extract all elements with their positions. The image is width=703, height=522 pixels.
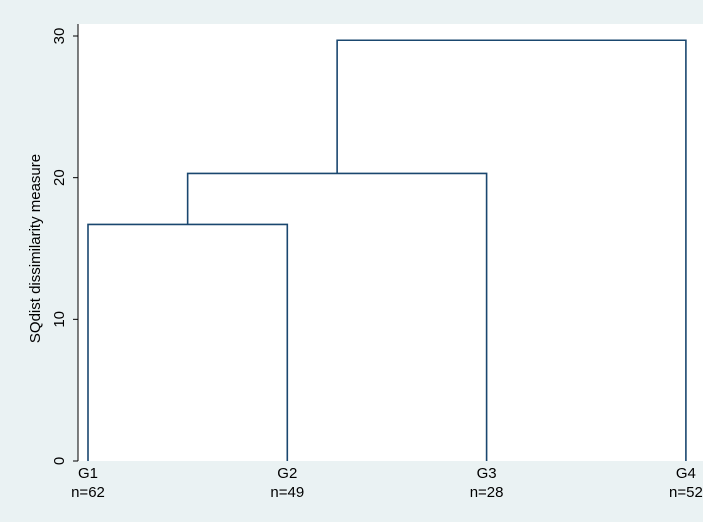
leaf-name-label: G2	[277, 465, 297, 482]
merge-link-1	[87, 223, 289, 461]
leaf-labels: G1 n=62 G2 n=49 G3 n=28 G4 n=52	[71, 465, 703, 501]
merge-link-3	[336, 39, 687, 461]
leaf-count-label: n=62	[71, 484, 105, 501]
plot-area	[78, 24, 703, 461]
dendrogram-links	[87, 39, 687, 461]
leaf-name-label: G1	[78, 465, 98, 482]
leaf-count-label: n=28	[470, 484, 504, 501]
leaf-count-label: n=49	[270, 484, 304, 501]
y-tick-label: 20	[51, 169, 68, 186]
y-axis-title: SQdist dissimilarity measure	[27, 154, 44, 343]
y-tick-label: 30	[51, 28, 68, 45]
leaf-name-label: G4	[676, 465, 696, 482]
y-axis-ticks: 0 10 20 30	[51, 28, 78, 465]
leaf-name-label: G3	[477, 465, 497, 482]
y-tick-label: 0	[51, 457, 68, 465]
leaf-count-label: n=52	[669, 484, 703, 501]
y-tick-label: 10	[51, 311, 68, 328]
merge-link-2	[186, 172, 488, 461]
